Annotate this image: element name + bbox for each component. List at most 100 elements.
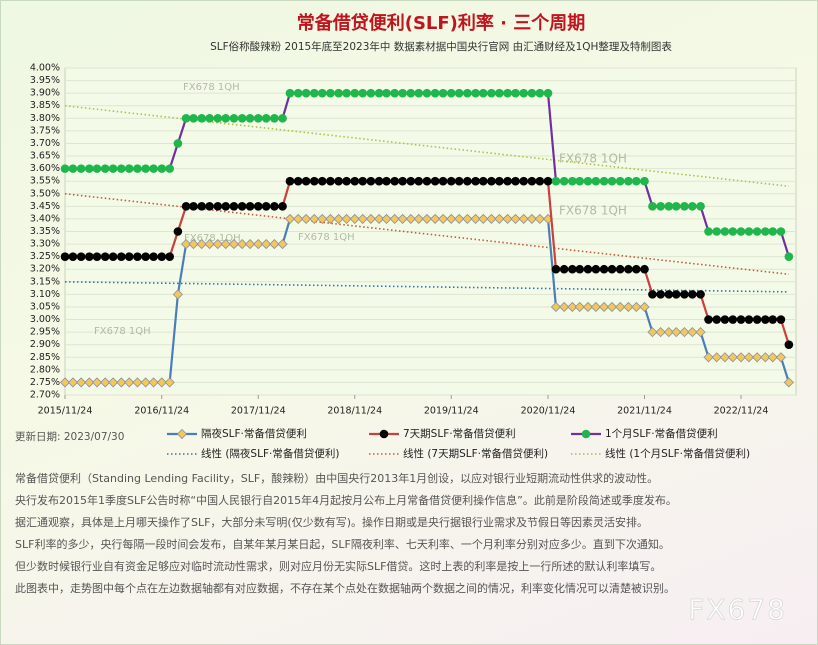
- data-point: [478, 176, 488, 186]
- data-point: [173, 227, 183, 236]
- data-point: [212, 239, 223, 250]
- y-tick-label: 3.85%: [30, 100, 60, 111]
- data-point: [157, 164, 167, 173]
- data-point: [471, 88, 480, 98]
- data-point: [117, 252, 126, 261]
- y-tick-label: 3.65%: [30, 151, 60, 162]
- y-tick-label: 2.70%: [30, 390, 60, 401]
- data-point: [783, 377, 794, 388]
- x-tick-label: 2020/11/24: [521, 406, 576, 417]
- data-point: [680, 290, 689, 299]
- data-point: [598, 301, 610, 313]
- data-point: [574, 301, 585, 313]
- data-point: [349, 213, 360, 224]
- data-point: [760, 352, 771, 363]
- data-point: [197, 114, 206, 123]
- data-point: [181, 114, 191, 123]
- data-point: [768, 315, 778, 324]
- data-point: [607, 264, 617, 274]
- y-tick-label: 3.00%: [30, 314, 60, 325]
- data-point: [487, 176, 496, 186]
- data-point: [664, 202, 674, 211]
- data-point: [519, 88, 528, 98]
- data-point: [582, 301, 594, 313]
- data-point: [261, 239, 272, 250]
- data-point: [76, 252, 86, 261]
- data-point: [503, 88, 512, 98]
- data-point: [575, 176, 585, 186]
- data-point: [767, 352, 778, 363]
- data-point: [462, 213, 473, 224]
- data-point: [149, 164, 158, 173]
- watermark: FX678 1QH: [559, 204, 627, 218]
- note-line: 常备借贷便利（Standing Lending Facility，SLF，酸辣粉…: [15, 471, 658, 485]
- data-point: [768, 227, 778, 236]
- data-point: [744, 227, 754, 236]
- y-tick-label: 3.80%: [30, 113, 60, 124]
- data-point: [405, 213, 416, 224]
- data-point: [446, 88, 456, 98]
- data-point: [527, 176, 537, 186]
- data-point: [196, 239, 207, 250]
- data-point: [181, 202, 191, 211]
- y-tick-label: 3.60%: [30, 163, 60, 174]
- data-point: [446, 176, 456, 186]
- data-point: [326, 176, 335, 186]
- watermark: FX678 1QH: [298, 232, 355, 243]
- data-point: [591, 264, 601, 274]
- data-point: [406, 88, 416, 98]
- data-point: [568, 176, 577, 186]
- data-point: [640, 264, 649, 274]
- data-point: [495, 176, 504, 186]
- data-point: [463, 88, 472, 98]
- data-point: [398, 88, 407, 98]
- data-point: [413, 213, 424, 224]
- data-point: [269, 239, 280, 250]
- data-point: [703, 352, 714, 363]
- legend-marker: [379, 429, 389, 439]
- data-point: [309, 213, 320, 224]
- data-point: [421, 213, 432, 224]
- data-point: [761, 315, 770, 324]
- data-point: [510, 213, 521, 224]
- data-point: [534, 213, 545, 224]
- data-point: [648, 202, 657, 211]
- data-point: [334, 88, 343, 98]
- watermark: FX678 1QH: [94, 326, 151, 337]
- data-point: [189, 202, 198, 211]
- data-point: [165, 252, 174, 261]
- data-point: [333, 213, 344, 224]
- y-tick-label: 3.40%: [30, 213, 60, 224]
- data-point: [229, 114, 239, 123]
- data-point: [735, 352, 747, 363]
- data-point: [679, 327, 690, 338]
- y-tick-label: 3.75%: [30, 125, 60, 136]
- y-tick-label: 3.55%: [30, 176, 60, 187]
- y-tick-label: 3.25%: [30, 251, 60, 262]
- y-tick-label: 3.15%: [30, 276, 60, 287]
- data-point: [389, 213, 400, 224]
- data-point: [59, 377, 71, 388]
- data-point: [325, 213, 336, 224]
- data-point: [284, 213, 296, 224]
- data-point: [671, 202, 681, 211]
- data-point: [744, 315, 754, 324]
- data-point: [752, 315, 762, 324]
- y-tick-label: 3.10%: [30, 289, 60, 300]
- data-point: [422, 88, 432, 98]
- legend-label: 线性 (1个月SLF·常备借贷便利): [605, 447, 750, 460]
- data-point: [519, 176, 528, 186]
- data-point: [623, 301, 634, 313]
- data-point: [688, 290, 697, 299]
- data-point: [720, 315, 730, 324]
- data-point: [656, 202, 665, 211]
- y-tick-label: 2.75%: [30, 377, 60, 388]
- data-point: [438, 88, 448, 98]
- data-point: [108, 164, 118, 173]
- data-point: [639, 301, 650, 313]
- note-line: 央行发布2015年1季度SLF公告时称“中国人民银行自2015年4月起按月公布上…: [15, 493, 677, 507]
- data-point: [76, 377, 87, 388]
- data-point: [390, 88, 399, 98]
- data-point: [470, 213, 481, 224]
